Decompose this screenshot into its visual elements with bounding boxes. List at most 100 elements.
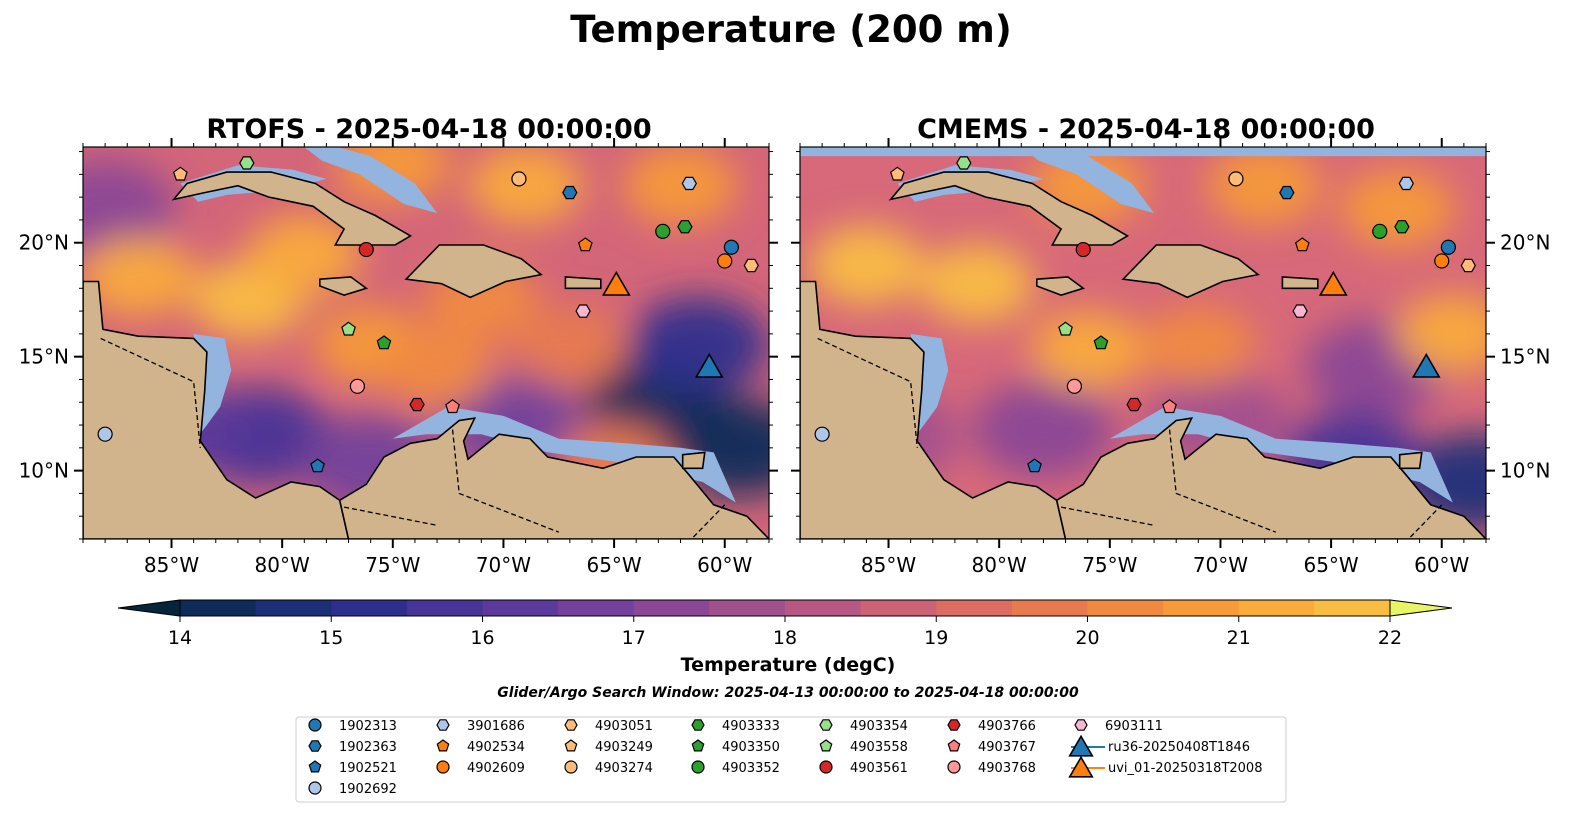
marker-4903767 [445,399,460,414]
marker-4903766 [409,397,425,412]
legend-label: 4903274 [595,761,653,776]
y-tick-label: 20°N [1500,231,1550,255]
legend-item-4903249: 4903249 [564,739,653,755]
cool-anomaly [972,380,1115,479]
x-tick-label: 85°W [144,553,199,577]
colorbar-tick-label: 15 [319,627,343,649]
x-tick-label: 70°W [476,553,531,577]
panel-title-rtofs: RTOFS - 2025-04-18 00:00:00 [206,114,651,145]
marker-1902313 [1440,239,1456,255]
warm-anomaly [808,225,924,306]
marker-ru36-20250408T1846 [694,352,724,378]
legend-label: 4903333 [722,719,780,734]
marker-6903111 [1292,304,1308,318]
colorbar-segment [1087,600,1164,616]
warm-anomaly [1339,168,1456,249]
marker-4903558 [1058,321,1073,336]
land-southam [338,417,769,539]
colorbar-segment [785,600,862,616]
marker-4902609 [1434,253,1450,269]
marker-4903768 [1066,378,1083,394]
legend-item-4903051: 4903051 [564,719,653,734]
legend-marker [691,760,705,774]
cool-anomaly [627,296,769,394]
warm-anomaly [622,147,739,226]
legend-item-uvi_01-20250318T2008: uvi_01-20250318T2008 [1068,755,1262,778]
legend-item-4902534: 4902534 [436,739,525,755]
land-cuba [888,171,1130,246]
legend-label: 3901686 [467,719,525,734]
warm-anomaly [468,147,584,226]
marker-4903350 [1093,335,1109,350]
legend-marker [308,781,322,795]
legend-marker [564,739,578,752]
land-hispaniola [1121,244,1260,299]
legend-item-4903350: 4903350 [691,739,780,755]
legend-marker [691,739,705,752]
x-tick-label: 80°W [255,553,310,577]
y-tick-label: 15°N [1500,345,1550,369]
colorbar-label: Temperature (degC) [681,654,896,676]
legend-label: 6903111 [1105,719,1163,734]
colorbar-segment [1011,600,1089,616]
marker-4903558 [341,321,356,336]
legend-label: 4903352 [722,761,780,776]
marker-1902521 [310,458,325,473]
legend-marker [308,760,322,773]
legend-marker [947,739,961,752]
legend-label: 4903766 [978,719,1036,734]
marker-3901686 [681,176,697,191]
legend-label: 4903561 [850,761,908,776]
axes-cmems: 85°W 80°W 75°W 70°W 65°W 60°W 20°N 15°N 10°N [791,138,1550,577]
colorbar-extend-high [1389,599,1453,617]
legend-marker [819,719,833,731]
shelf-venshelf [392,406,736,503]
legend-label: 4903767 [978,740,1036,755]
map-frame [799,146,1487,540]
x-tick-label: 60°W [697,553,752,577]
legend-marker [819,760,833,774]
land-cuba [171,171,413,246]
marker-ru36-20250408T1846 [1411,352,1441,378]
y-tick-label: 15°N [19,345,69,369]
legend-item-4903767: 4903767 [947,739,1036,755]
colorbar-tick-label: 14 [168,627,192,649]
legend-item-4903274: 4903274 [564,760,653,776]
marker-4903249 [172,166,188,181]
legend-label: 1902692 [339,782,397,797]
legend-marker [564,760,578,774]
legend-item-1902363: 1902363 [308,740,397,755]
legend: 1902313 1902363 1902521 1902692 3901686 49025… [295,716,1287,803]
marker-4903350 [376,335,392,350]
legend-item-4903766: 4903766 [947,719,1036,734]
marker-4903561 [358,241,374,258]
marker-3901686 [1398,176,1414,191]
colorbar-tick-label: 20 [1075,627,1099,649]
legend-item-4903352: 4903352 [691,760,780,776]
legend-label: 4903354 [850,719,908,734]
warm-anomaly [512,305,628,386]
colorbar-segment [255,600,332,616]
legend-label: 1902363 [339,740,397,755]
marker-4902609 [717,253,733,269]
marker-1902313 [723,239,739,255]
x-tick-label: 75°W [1082,553,1137,577]
legend-label: 4902534 [467,740,525,755]
colorbar-tick-label: 16 [470,627,494,649]
legend-item-3901686: 3901686 [436,719,525,734]
land-jamaica [1036,276,1086,296]
colorbar-segment [860,600,937,616]
x-tick-label: 65°W [1303,553,1358,577]
figure-title: Temperature (200 m) [570,8,1012,51]
land-trinidad [1398,451,1423,470]
warm-anomaly [83,237,196,317]
colorbar-tick-label: 17 [622,627,646,649]
legend-item-4903768: 4903768 [947,760,1036,776]
legend-label: 4903051 [595,719,653,734]
colorbar-tick-label: 21 [1227,627,1251,649]
colorbar-segment [709,600,786,616]
marker-4903333 [677,220,693,234]
legend-marker [436,760,450,774]
legend-label: 1902521 [339,761,397,776]
